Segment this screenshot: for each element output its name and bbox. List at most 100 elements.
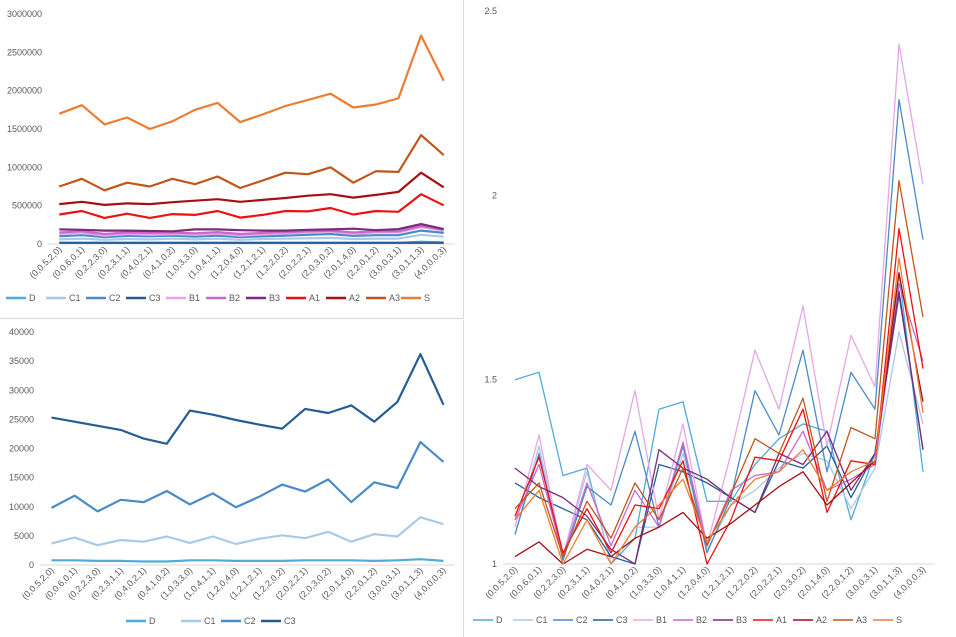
legend-label: B2: [229, 293, 240, 303]
legend-label: C1: [69, 293, 81, 303]
legend-label: D: [496, 615, 503, 625]
legend-label: C2: [576, 615, 588, 625]
legend-label: D: [149, 616, 156, 626]
legend-item-s: S: [401, 293, 430, 303]
y-tick-label: 0: [37, 239, 42, 249]
legend-item-d: D: [473, 615, 503, 625]
y-tick-label: 1.5: [484, 375, 497, 385]
legend: D C1 C2 C3 B1 B2 B3 A1 A2 A3 S: [473, 615, 902, 625]
legend-label: B1: [656, 615, 667, 625]
legend-label: B3: [269, 293, 280, 303]
y-tick-label: 2500000: [7, 47, 42, 57]
legend-item-c2: C2: [553, 615, 588, 625]
legend-item-a1: A1: [286, 293, 320, 303]
y-tick-label: 1500000: [7, 124, 42, 134]
series-line-d: [51, 558, 444, 563]
legend-label: C3: [149, 293, 161, 303]
legend-label: B2: [696, 615, 707, 625]
series-line-a1: [514, 227, 924, 565]
series-line-s: [514, 257, 924, 565]
chart-panel-all-series: 0 500000 1000000 1500000 2000000 2500000 30000…: [0, 0, 464, 319]
line-chart-all-series: 0 500000 1000000 1500000 2000000 2500000 30000…: [6, 9, 455, 303]
x-axis: (0,0.5,2,0)(0,0.6,0,1)(0,2,2,3,0)(0,2,3,…: [483, 564, 927, 600]
y-tick-label: 2: [492, 190, 497, 200]
legend-item-a1: A1: [753, 615, 787, 625]
legend-item-c3: C3: [126, 293, 161, 303]
series-line-c2: [514, 98, 924, 561]
series-line-a2: [514, 272, 924, 565]
series-line-b2: [59, 224, 444, 236]
legend-item-b3: B3: [713, 615, 747, 625]
legend-item-c1: C1: [513, 615, 548, 625]
y-tick-label: 35000: [9, 356, 34, 366]
y-axis: 0 5000 10000 15000 20000 25000 30000 35000 40000: [9, 327, 34, 570]
series-line-b1: [514, 43, 924, 558]
legend-item-b3: B3: [246, 293, 280, 303]
legend-label: C3: [284, 616, 296, 626]
y-axis: 0 500000 1000000 1500000 2000000 2500000 30000…: [7, 9, 42, 249]
legend-item-c1: C1: [46, 293, 81, 303]
series-line-b3: [59, 223, 444, 233]
series-line-a1: [59, 193, 445, 219]
y-tick-label: 2000000: [7, 86, 42, 96]
y-tick-label: 2.5: [484, 6, 497, 16]
series-line-a3: [58, 134, 445, 192]
legend: D C1 C2 C3: [126, 616, 296, 626]
legend-item-c2: C2: [221, 616, 256, 626]
series-lines: [58, 34, 445, 244]
legend-item-c2: C2: [86, 293, 121, 303]
legend-item-s: S: [873, 615, 902, 625]
series-line-c2: [59, 229, 444, 239]
legend-item-c3: C3: [593, 615, 628, 625]
x-axis: (0,0.5,2,0)(0,0.6,0,1)(0,2,2,3,0)(0,2,3,…: [20, 565, 448, 601]
legend-item-c1: C1: [181, 616, 216, 626]
series-line-b1: [59, 226, 444, 237]
legend-item-d: D: [126, 616, 156, 626]
series-line-c1: [59, 233, 444, 241]
y-tick-label: 15000: [9, 473, 34, 483]
y-tick-label: 0: [29, 560, 34, 570]
series-line-c3: [51, 352, 445, 445]
legend-label: B1: [189, 293, 200, 303]
legend-item-d: D: [6, 293, 36, 303]
series-line-a2: [59, 171, 445, 206]
legend-label: A2: [816, 615, 827, 625]
legend-item-b2: B2: [206, 293, 240, 303]
series-lines: [514, 43, 924, 565]
legend-label: C3: [616, 615, 628, 625]
series-line-c1: [514, 331, 924, 565]
legend-label: C1: [204, 616, 216, 626]
y-tick-label: 1000000: [7, 162, 42, 172]
legend-label: B3: [736, 615, 747, 625]
legend-label: A2: [349, 293, 360, 303]
legend-label: C1: [536, 615, 548, 625]
series-line-c2: [50, 440, 445, 513]
series-line-c1: [51, 516, 444, 547]
y-tick-label: 40000: [9, 327, 34, 337]
legend-item-a3: A3: [833, 615, 867, 625]
y-tick-label: 1: [492, 559, 497, 569]
legend-label: C2: [244, 616, 256, 626]
series-line-c3: [514, 294, 924, 565]
legend-item-a2: A2: [793, 615, 827, 625]
legend-label: A3: [389, 293, 400, 303]
y-tick-label: 500000: [12, 201, 42, 211]
y-tick-label: 25000: [9, 414, 34, 424]
y-tick-label: 5000: [14, 531, 34, 541]
series-line-b2: [514, 283, 924, 558]
legend-label: A1: [309, 293, 320, 303]
y-axis: 1 1.5 2 2.5: [484, 6, 497, 569]
y-tick-label: 30000: [9, 385, 34, 395]
legend: D C1 C2 C3 B1 B2 B3 A1 A2 A3 S: [6, 293, 430, 303]
legend-item-b2: B2: [673, 615, 707, 625]
chart-panel-ratio-series: 1 1.5 2 2.5 (0,0.5,2,0) (0,0.6,0,1) (0,2,2,3,0…: [465, 0, 956, 637]
legend-item-b1: B1: [633, 615, 667, 625]
series-line-b3: [514, 290, 924, 565]
legend-label: A1: [776, 615, 787, 625]
legend-label: A3: [856, 615, 867, 625]
legend-label: C2: [109, 293, 121, 303]
legend-item-b1: B1: [166, 293, 200, 303]
series-lines: [50, 352, 445, 563]
legend-item-c3: C3: [261, 616, 296, 626]
legend-label: S: [424, 293, 430, 303]
